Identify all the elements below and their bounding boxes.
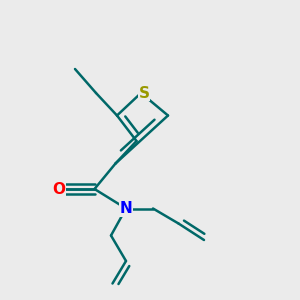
Text: N: N <box>120 201 132 216</box>
Text: O: O <box>52 182 65 196</box>
Text: S: S <box>139 85 149 100</box>
